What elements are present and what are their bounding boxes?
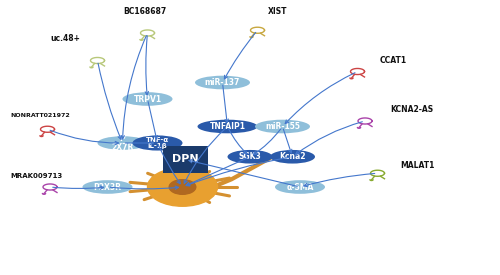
Text: MALAT1: MALAT1 <box>400 161 434 169</box>
Circle shape <box>148 168 218 206</box>
Circle shape <box>169 180 196 194</box>
Text: TRPV1: TRPV1 <box>134 95 162 103</box>
Text: XIST: XIST <box>268 7 287 15</box>
Text: TNF-α
IL-1β: TNF-α IL-1β <box>146 137 169 149</box>
Text: P2X3R: P2X3R <box>94 183 122 191</box>
Text: TNFAIP1: TNFAIP1 <box>210 122 246 131</box>
Ellipse shape <box>275 180 325 194</box>
Text: P
2X7R: P 2X7R <box>112 134 134 152</box>
Text: miR-155: miR-155 <box>265 122 300 131</box>
Ellipse shape <box>122 92 172 106</box>
FancyBboxPatch shape <box>162 146 208 173</box>
Text: KCNA2-AS: KCNA2-AS <box>390 106 433 114</box>
Text: MRAK009713: MRAK009713 <box>10 173 62 179</box>
Ellipse shape <box>228 150 272 164</box>
Ellipse shape <box>255 120 310 133</box>
Ellipse shape <box>82 180 132 194</box>
Text: α-SMA: α-SMA <box>286 183 314 191</box>
Text: CCAT1: CCAT1 <box>380 56 407 65</box>
Text: NONRATT021972: NONRATT021972 <box>10 113 70 118</box>
Ellipse shape <box>195 76 250 89</box>
Text: Kcna2: Kcna2 <box>279 152 306 161</box>
Text: DPN: DPN <box>172 155 198 164</box>
Ellipse shape <box>270 150 315 164</box>
Text: SGK3: SGK3 <box>238 152 262 161</box>
Ellipse shape <box>98 136 148 150</box>
Ellipse shape <box>198 120 258 133</box>
Text: miR-137: miR-137 <box>205 78 240 87</box>
Text: uc.48+: uc.48+ <box>50 34 80 43</box>
Text: BC168687: BC168687 <box>124 7 166 15</box>
Ellipse shape <box>132 136 182 151</box>
